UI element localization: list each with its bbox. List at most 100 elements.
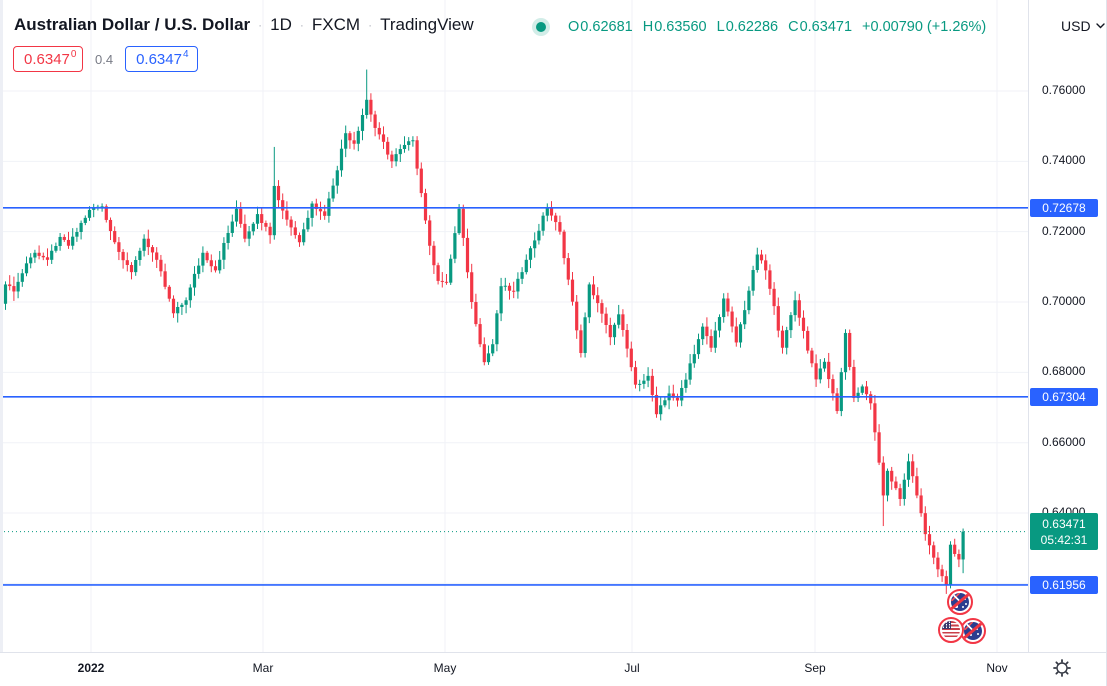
candle-body — [230, 221, 234, 233]
candle-body — [533, 240, 537, 249]
candle-body — [100, 206, 104, 208]
candle-body — [617, 314, 621, 325]
candle-body — [348, 133, 352, 141]
candle-body — [117, 242, 121, 252]
candle-body — [906, 461, 911, 480]
candle-body — [104, 206, 108, 220]
candle-body — [352, 140, 356, 144]
candle-body — [512, 290, 516, 292]
candle-body — [386, 141, 390, 155]
candle-body — [54, 246, 58, 251]
candle-body — [436, 265, 440, 281]
candle-body — [713, 330, 717, 348]
y-axis-tick: 0.74000 — [1042, 153, 1086, 168]
high-label: H — [642, 19, 654, 35]
candle-body — [680, 387, 684, 401]
candle-body — [877, 432, 881, 463]
settings-gear-icon[interactable] — [1052, 658, 1074, 680]
candle-body — [902, 479, 906, 499]
candle-body — [650, 375, 654, 395]
candle-body — [558, 222, 562, 232]
candle-body — [146, 238, 150, 248]
candle-body — [138, 250, 142, 260]
candle-body — [461, 208, 465, 238]
candle-body — [83, 217, 87, 223]
platform-label[interactable]: TradingView — [380, 15, 474, 34]
sell-price-button[interactable]: 0.63470 — [13, 46, 83, 72]
candle-body — [12, 286, 16, 292]
candle-body — [848, 332, 852, 367]
ask-price-pip: 4 — [182, 49, 189, 60]
candle-body — [37, 252, 41, 256]
candle-body — [129, 265, 134, 273]
candle-body — [171, 298, 176, 314]
candle-body — [394, 154, 398, 162]
candle-body — [314, 203, 318, 210]
chevron-down-icon — [1095, 23, 1105, 29]
candle-body — [923, 513, 927, 535]
time-axis[interactable]: 2022 Mar May Jul Sep Nov — [0, 652, 1106, 686]
candle-body — [251, 223, 255, 232]
candle-body — [755, 254, 759, 271]
candle-body — [239, 208, 243, 224]
candle-body — [58, 236, 62, 247]
australia-flag-holiday-icon[interactable] — [947, 589, 973, 615]
close-label: C — [788, 19, 799, 35]
candle-body — [302, 229, 306, 243]
x-axis-tick: Nov — [986, 661, 1008, 675]
candle-body — [318, 209, 323, 212]
candle-body — [16, 281, 20, 292]
us-flag-holiday-icon[interactable] — [938, 617, 964, 643]
candle-body — [747, 290, 751, 311]
exchange-label[interactable]: FXCM — [311, 15, 361, 34]
level-price-label: 0.67304 — [1030, 387, 1098, 406]
candle-body — [793, 300, 797, 316]
candle-body — [486, 353, 491, 363]
candle-body — [743, 310, 747, 325]
separator-dot: · — [299, 18, 304, 32]
bar-countdown: 05:42:31 — [1040, 532, 1088, 547]
close-value: 0.63471 — [799, 19, 853, 35]
candle-body — [549, 207, 554, 216]
candle-body — [772, 288, 776, 307]
candle-body — [285, 210, 289, 220]
open-label: O — [568, 19, 580, 35]
candlestick-chart[interactable] — [0, 0, 1028, 652]
candle-body — [633, 367, 638, 385]
australia-flag-holiday-icon[interactable] — [960, 618, 986, 644]
candle-body — [92, 208, 96, 210]
candle-body — [247, 231, 251, 239]
candle-body — [927, 534, 932, 546]
candle-body — [528, 248, 533, 260]
candle-body — [453, 233, 457, 259]
timeframe-label[interactable]: 1D — [270, 15, 292, 34]
candle-body — [785, 330, 789, 348]
symbol-title[interactable]: Australian Dollar / U.S. Dollar — [14, 15, 251, 34]
candle-body — [197, 265, 201, 274]
buy-price-button[interactable]: 0.63474 — [125, 46, 199, 72]
candle-body — [835, 393, 839, 412]
last-price-value: 0.63471 — [1042, 516, 1086, 531]
candle-body — [20, 273, 24, 282]
candle-body — [205, 252, 209, 261]
candle-body — [642, 380, 646, 384]
chart-legend: Australian Dollar / U.S. Dollar · 1D · F… — [14, 15, 474, 35]
candle-body — [776, 306, 780, 331]
candle-body — [507, 285, 512, 291]
candle-body — [75, 231, 79, 237]
candle-body — [41, 255, 45, 258]
candle-body — [201, 252, 205, 266]
price-axis[interactable]: USD 0.76000 0.74000 0.72000 0.70000 0.68000 0… — [1028, 0, 1106, 652]
candle-body — [822, 361, 827, 369]
currency-unit-dropdown[interactable]: USD — [1061, 18, 1105, 34]
candle-body — [373, 114, 377, 128]
candle-body — [524, 259, 528, 273]
market-status-dot[interactable] — [536, 22, 546, 32]
candle-body — [113, 231, 117, 243]
candle-body — [495, 313, 499, 345]
candle-body — [768, 270, 772, 289]
candle-body — [936, 557, 940, 570]
candle-body — [142, 238, 146, 251]
candle-body — [381, 134, 386, 142]
candle-body — [432, 245, 436, 266]
